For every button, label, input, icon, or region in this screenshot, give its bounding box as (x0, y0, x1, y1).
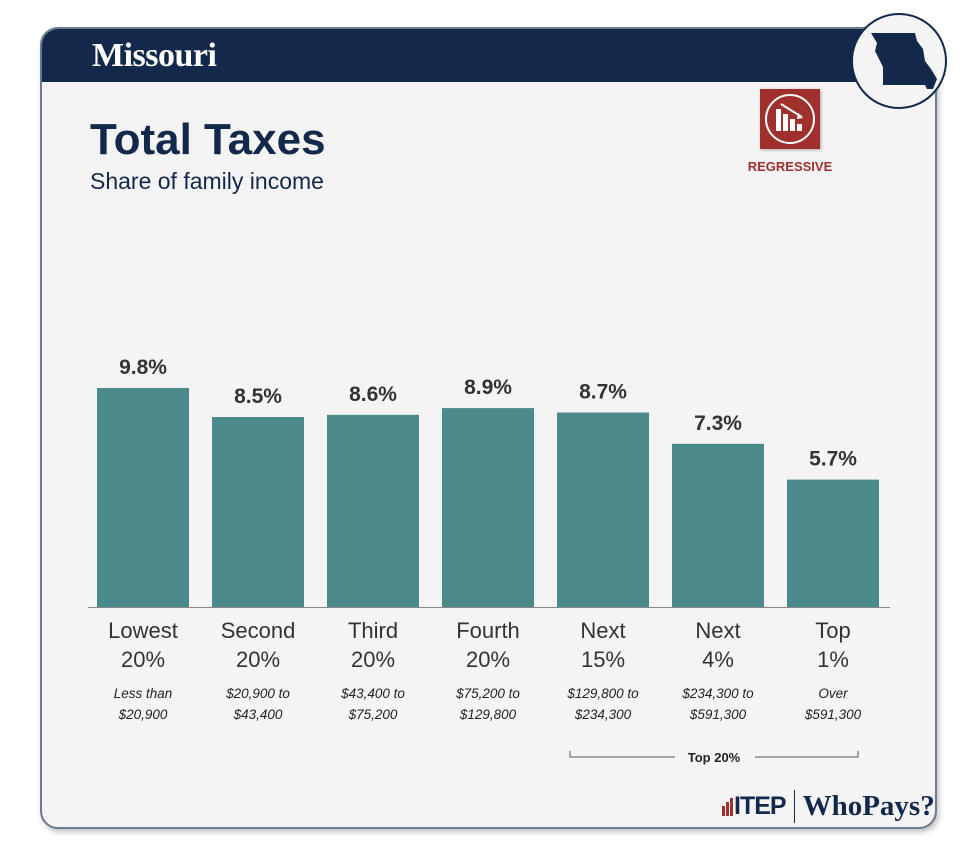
income-range-label: $234,300 (574, 707, 632, 722)
bar (97, 387, 189, 607)
bar (212, 417, 304, 607)
income-range-label: $43,400 to (340, 686, 405, 701)
bar (442, 408, 534, 607)
category-label: Third (348, 618, 398, 643)
itep-whopays-logo: ITEP WhoPays? (722, 790, 935, 823)
category-label: Next (695, 618, 740, 643)
chart-title: Total Taxes (90, 115, 326, 164)
category-label: Second (221, 618, 296, 643)
category-label: Next (580, 618, 625, 643)
category-label: 20% (121, 647, 165, 672)
income-range-label: $43,400 (233, 707, 283, 722)
bar (557, 412, 649, 607)
income-range-label: Less than (114, 686, 173, 701)
category-label: 20% (351, 647, 395, 672)
income-range-label: Over (818, 686, 848, 701)
bar (672, 443, 764, 607)
data-label: 8.6% (349, 383, 397, 406)
income-range-label: $234,300 to (681, 686, 754, 701)
chart-subtitle: Share of family income (90, 168, 324, 194)
data-label: 8.9% (464, 376, 512, 399)
category-label: 1% (817, 647, 849, 672)
category-label: 4% (702, 647, 734, 672)
category-label: Top (815, 618, 850, 643)
income-range-label: $20,900 (118, 707, 168, 722)
income-range-label: $591,300 (804, 707, 862, 722)
data-label: 5.7% (809, 448, 857, 471)
state-name: Missouri (92, 37, 217, 74)
regressive-label: REGRESSIVE (747, 159, 833, 174)
income-range-label: $129,800 (459, 707, 517, 722)
income-range-label: $129,800 to (566, 686, 639, 701)
category-label: 20% (236, 647, 280, 672)
missouri-map-icon (851, 13, 947, 109)
header-band: Missouri (42, 29, 935, 82)
regressive-bars-icon (760, 89, 820, 149)
income-range-label: $75,200 (348, 707, 398, 722)
category-label: Lowest (108, 618, 178, 643)
data-label: 9.8% (119, 356, 167, 379)
itep-bars-icon (722, 797, 733, 816)
bracket-label: Top 20% (687, 750, 741, 765)
data-label: 8.5% (234, 385, 282, 408)
itep-logo-text: ITEP (734, 792, 787, 820)
income-range-label: $75,200 to (455, 686, 520, 701)
income-range-label: $591,300 (689, 707, 747, 722)
whopays-logo-text: WhoPays? (793, 790, 935, 823)
category-label: 15% (581, 647, 625, 672)
bar (787, 479, 879, 607)
top20-bracket (569, 751, 859, 758)
data-label: 7.3% (694, 412, 742, 435)
card: Missouri (40, 27, 937, 829)
income-range-label: $20,900 to (225, 686, 290, 701)
category-label: 20% (466, 647, 510, 672)
data-label: 8.7% (579, 381, 627, 404)
category-label: Fourth (456, 618, 520, 643)
bar (327, 414, 419, 607)
